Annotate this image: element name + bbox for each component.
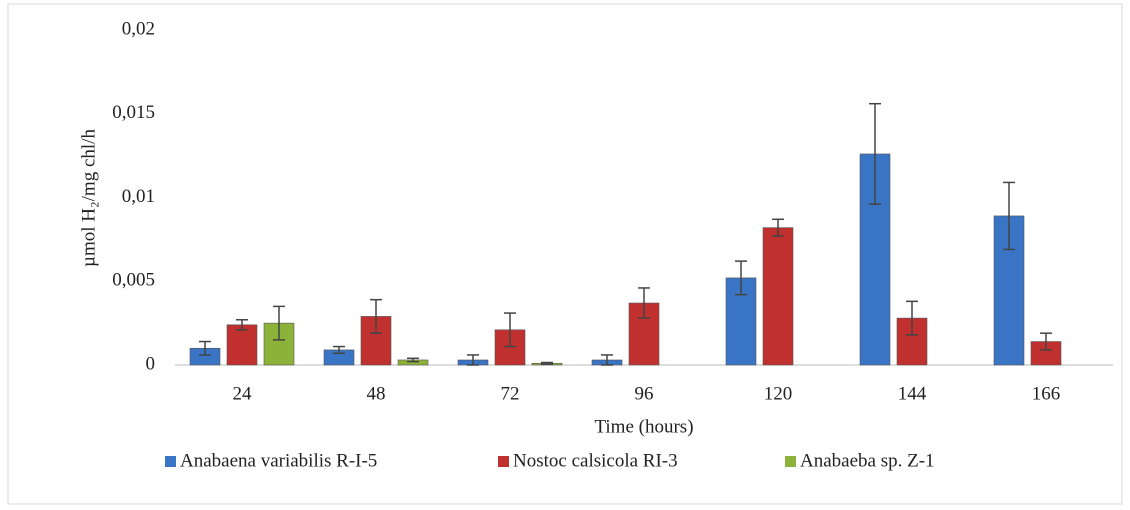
y-tick-label: 0,005 — [112, 270, 155, 291]
legend-swatch — [165, 456, 176, 467]
y-tick-label: 0,01 — [122, 186, 155, 207]
legend-swatch — [785, 456, 796, 467]
legend-swatch — [498, 456, 509, 467]
y-tick-label: 0,015 — [112, 102, 155, 123]
y-tick-label: 0 — [146, 353, 156, 374]
x-tick-label: 72 — [501, 383, 520, 404]
x-axis-label: Time (hours) — [594, 416, 693, 437]
x-tick-label: 48 — [367, 383, 386, 404]
x-tick-label: 120 — [764, 383, 793, 404]
legend-label: Anabaena variabilis R-I-5 — [180, 450, 377, 471]
legend-label: Anabaeba sp. Z-1 — [800, 450, 935, 471]
y-axis-label: µmol H₂/mg chl/h — [78, 129, 99, 267]
bar — [762, 227, 794, 366]
bar — [628, 302, 660, 366]
y-tick-label: 0,02 — [122, 18, 155, 39]
x-tick-label: 144 — [898, 383, 927, 404]
bar — [226, 324, 258, 366]
legend-label: Nostoc calsicola RI-3 — [513, 450, 678, 471]
x-tick-label: 96 — [635, 383, 654, 404]
x-tick-label: 166 — [1032, 383, 1061, 404]
chart-border — [7, 3, 1123, 505]
x-tick-label: 24 — [233, 383, 253, 404]
